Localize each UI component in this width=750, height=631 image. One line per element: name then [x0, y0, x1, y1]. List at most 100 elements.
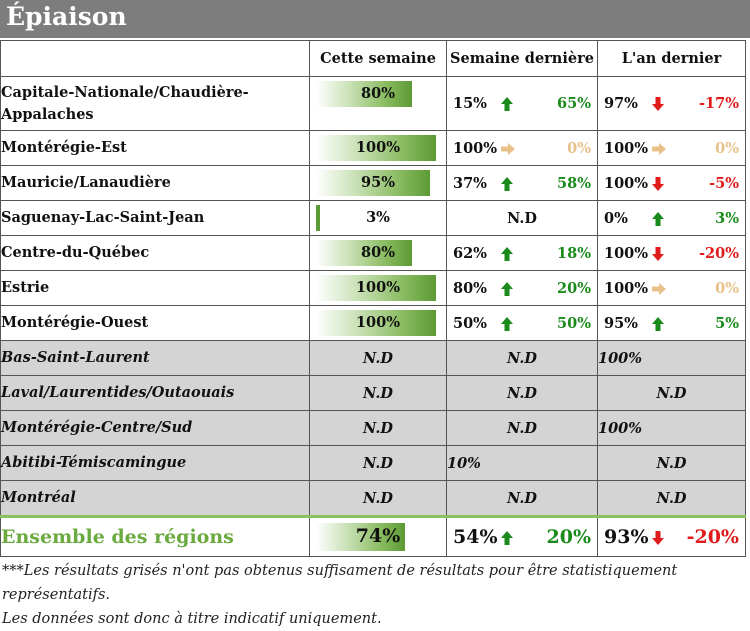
- this-week-cell: 100%: [309, 130, 447, 166]
- last-year-diff: 0%: [715, 139, 739, 157]
- total-region-name: Ensemble des régions: [0, 515, 310, 557]
- header-region: [0, 40, 310, 77]
- table-row: Capitale-Nationale/Chaudière-Appalaches 8…: [0, 76, 746, 131]
- progress-bar: [316, 310, 436, 336]
- last-year-nd: N.D: [597, 445, 746, 481]
- last-week-nd: N.D: [446, 480, 598, 517]
- arrow-down-icon: [652, 246, 664, 261]
- last-week-value: 37%: [453, 174, 487, 192]
- last-year-cell: 97% -17%: [597, 76, 746, 131]
- total-last-year-diff: -20%: [686, 526, 739, 548]
- total-last-week-value: 54%: [453, 526, 498, 548]
- progress-bar: [316, 205, 320, 231]
- arrow-up-icon: [652, 316, 664, 331]
- page-title: Épiaison: [6, 2, 127, 31]
- last-week-value: 100%: [453, 139, 498, 157]
- last-week-value: 50%: [453, 314, 487, 332]
- this-week-cell: 80%: [309, 235, 447, 271]
- last-week-cell: 50% 50%: [446, 305, 598, 341]
- last-year-cell: 100% 0%: [597, 270, 746, 306]
- table-row: Bas-Saint-Laurent N.D N.D 100%: [0, 340, 746, 376]
- last-week-cell: 15% 65%: [446, 76, 598, 131]
- last-year-cell: 100% -20%: [597, 235, 746, 271]
- last-year-value: 100%: [604, 174, 649, 192]
- this-week-cell: 3%: [309, 200, 447, 236]
- last-year-diff: 5%: [715, 314, 739, 332]
- last-year-diff: 0%: [715, 279, 739, 297]
- region-name: Laval/Laurentides/Outaouais: [0, 375, 310, 411]
- progress-bar: [316, 170, 430, 196]
- this-week-cell: 95%: [309, 165, 447, 201]
- last-week-diff: 18%: [557, 244, 591, 262]
- table-row: Montérégie-Ouest 100% 50% 50% 95% 5%: [0, 305, 746, 341]
- header-this-week: Cette semaine: [309, 40, 447, 77]
- table-row: Abitibi-Témiscamingue N.D 10% N.D: [0, 445, 746, 481]
- this-week-cell: 100%: [309, 270, 447, 306]
- progress-bar: [316, 275, 436, 301]
- this-week-value: 100%: [355, 139, 401, 156]
- last-week-value: 15%: [453, 95, 487, 112]
- this-week-value: 100%: [355, 279, 401, 296]
- arrow-up-icon: [501, 316, 513, 331]
- table-row: Estrie 100% 80% 20% 100% 0%: [0, 270, 746, 306]
- arrow-right-icon: [501, 142, 515, 155]
- last-week-diff: 50%: [557, 314, 591, 332]
- region-name: Montréal: [0, 480, 310, 517]
- last-week-cell: 37% 58%: [446, 165, 598, 201]
- last-week-cell: 80% 20%: [446, 270, 598, 306]
- last-year-nd: N.D: [597, 480, 746, 517]
- title-bar: Épiaison: [0, 0, 750, 38]
- last-year-value: 100%: [604, 139, 649, 157]
- arrow-up-icon: [501, 176, 513, 191]
- region-name: Abitibi-Témiscamingue: [0, 445, 310, 481]
- arrow-up-icon: [652, 211, 664, 226]
- this-week-value: 80%: [361, 244, 395, 261]
- last-week-cell: 100% 0%: [446, 130, 598, 166]
- table-row: Saguenay-Lac-Saint-Jean 3% N.D 0% 3%: [0, 200, 746, 236]
- footnote-line-1: ***Les résultats grisés n'ont pas obtenu…: [2, 563, 678, 603]
- arrow-right-icon: [652, 142, 666, 155]
- this-week-nd: N.D: [309, 445, 447, 481]
- region-name: Estrie: [0, 270, 310, 306]
- this-week-value: 95%: [361, 174, 395, 191]
- last-year-value: 100%: [597, 340, 746, 376]
- last-week-value: 10%: [446, 445, 598, 481]
- progress-bar: [316, 523, 405, 551]
- total-this-week-cell: 74%: [309, 515, 447, 557]
- last-year-diff: -5%: [709, 174, 739, 192]
- this-week-nd: N.D: [309, 480, 447, 517]
- last-year-value: 100%: [604, 244, 649, 262]
- this-week-nd: N.D: [309, 410, 447, 446]
- arrow-up-icon: [501, 246, 513, 261]
- region-name: Saguenay-Lac-Saint-Jean: [0, 200, 310, 236]
- region-name: Centre-du-Québec: [0, 235, 310, 271]
- total-this-week-value: 74%: [355, 525, 401, 547]
- table-row: Montréal N.D N.D N.D: [0, 480, 746, 517]
- last-week-value: 80%: [453, 279, 487, 297]
- arrow-up-icon: [501, 281, 513, 296]
- arrow-up-icon: [501, 97, 513, 111]
- this-week-nd: N.D: [309, 375, 447, 411]
- this-week-value: 80%: [361, 85, 395, 102]
- arrow-up-icon: [501, 530, 513, 545]
- table-row: Centre-du-Québec 80% 62% 18% 100% -20%: [0, 235, 746, 271]
- total-last-week-cell: 54% 20%: [446, 515, 598, 557]
- arrow-down-icon: [652, 530, 664, 545]
- last-week-nd: N.D: [446, 340, 598, 376]
- arrow-right-icon: [652, 282, 666, 295]
- progress-bar: [316, 135, 436, 161]
- last-year-value: 100%: [597, 410, 746, 446]
- header-row: Cette semaine Semaine dernière L'an dern…: [0, 40, 746, 77]
- this-week-value: 3%: [366, 209, 390, 226]
- last-week-nd: N.D: [446, 200, 598, 236]
- last-week-nd: N.D: [446, 410, 598, 446]
- region-name: Mauricie/Lanaudière: [0, 165, 310, 201]
- footnote: ***Les résultats grisés n'ont pas obtenu…: [2, 559, 747, 631]
- last-year-value: 97%: [604, 95, 638, 112]
- this-week-cell: 80%: [309, 76, 447, 131]
- last-year-diff: -20%: [699, 244, 739, 262]
- last-year-cell: 0% 3%: [597, 200, 746, 236]
- table-row: Mauricie/Lanaudière 95% 37% 58% 100% -5%: [0, 165, 746, 201]
- last-year-cell: 100% 0%: [597, 130, 746, 166]
- last-year-diff: -17%: [699, 95, 739, 112]
